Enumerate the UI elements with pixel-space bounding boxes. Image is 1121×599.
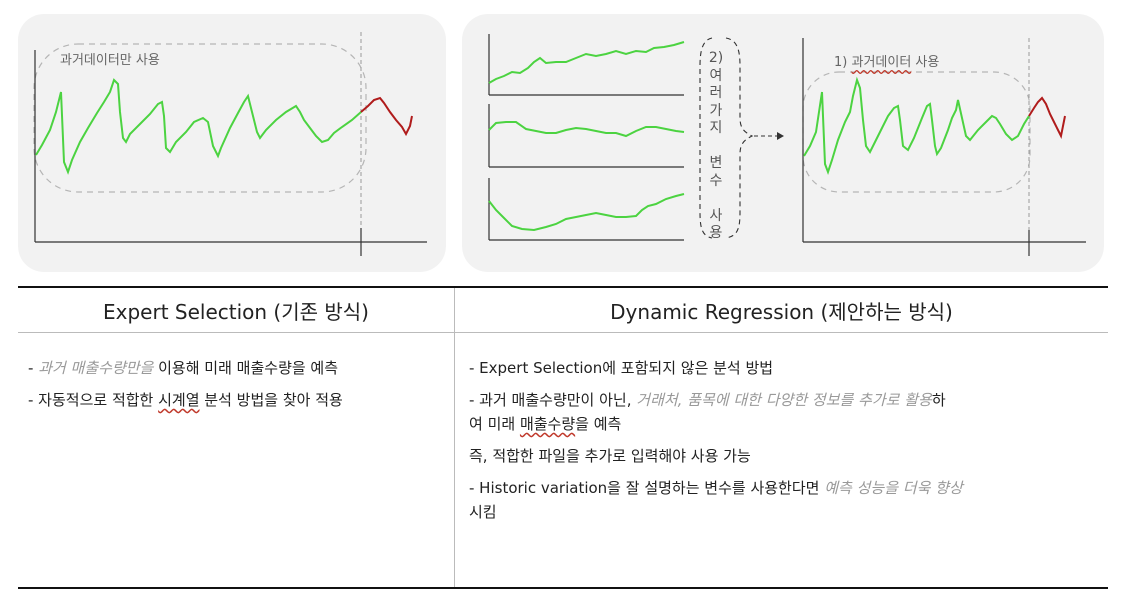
vertical-char: 수 bbox=[709, 172, 723, 189]
expert-selection-header: Expert Selection (기존 방식) bbox=[18, 286, 455, 333]
item-underlined: 매출수량 bbox=[519, 415, 576, 433]
expert-selection-cell: - 과거 매출수량만을 이용해 미래 매출수량을 예측 - 자동적으로 적합한 … bbox=[18, 332, 455, 589]
list-item: - 과거 매출수량만을 이용해 미래 매출수량을 예측 bbox=[28, 356, 454, 380]
left-history-line bbox=[35, 78, 362, 175]
comparison-table: Expert Selection (기존 방식) Dynamic Regress… bbox=[18, 286, 1108, 589]
left-forecast-line bbox=[360, 96, 413, 137]
list-item: - 과거 매출수량만이 아닌, 거래처, 품목에 대한 다양한 정보를 추가로 … bbox=[469, 388, 1098, 436]
item-text: 이용해 미래 매출수량을 예측 bbox=[153, 359, 339, 377]
vertical-char: 가 bbox=[709, 102, 723, 119]
item-emphasis: 거래처, 품목에 대한 다양한 정보를 추가로 활용 bbox=[636, 391, 932, 409]
list-item: 즉, 적합한 파일을 추가로 입력해야 사용 가능 bbox=[469, 444, 1098, 468]
vertical-char: 2) bbox=[708, 50, 724, 66]
right-label-prefix: 1) bbox=[834, 55, 852, 70]
item-text: 하 bbox=[931, 391, 946, 409]
vertical-char: 러 bbox=[709, 85, 723, 101]
var1-line bbox=[488, 41, 685, 84]
vertical-char: 여 bbox=[709, 67, 723, 84]
comparison-header-row: Expert Selection (기존 방식) Dynamic Regress… bbox=[18, 286, 1108, 333]
left-brace bbox=[725, 37, 754, 239]
item-emphasis: 예측 성능을 더욱 향상 bbox=[824, 479, 963, 497]
var3-line bbox=[488, 193, 685, 232]
vertical-char: 사 bbox=[709, 207, 723, 224]
vertical-char bbox=[706, 138, 726, 156]
item-underlined: 시계열 bbox=[158, 391, 200, 409]
vertical-char: 변 bbox=[709, 155, 723, 171]
arrow-head-icon bbox=[777, 132, 784, 140]
vertical-label: 2) 여 러 가 지 변 수 사 용 bbox=[706, 50, 726, 243]
item-text: 시킴 bbox=[469, 503, 497, 521]
item-text: - Historic variation을 잘 설명하는 변수를 사용한다면 bbox=[469, 479, 825, 497]
list-item: - Expert Selection에 포함되지 않은 분석 방법 bbox=[469, 356, 1098, 380]
right-brace bbox=[699, 37, 713, 239]
item-text: 을 예측 bbox=[575, 415, 622, 433]
item-text: 즉, 적합한 파일을 추가로 입력해야 사용 가능 bbox=[469, 447, 751, 465]
item-text: - Expert Selection에 포함되지 않은 분석 방법 bbox=[469, 359, 774, 377]
dynamic-regression-header: Dynamic Regression (제안하는 방식) bbox=[454, 286, 1108, 333]
list-item: - 자동적으로 적합한 시계열 분석 방법을 찾아 적용 bbox=[28, 388, 454, 412]
right-label-suffix: 사용 bbox=[911, 55, 940, 70]
item-text: 분석 방법을 찾아 적용 bbox=[199, 391, 343, 409]
expert-selection-list: - 과거 매출수량만을 이용해 미래 매출수량을 예측 - 자동적으로 적합한 … bbox=[18, 333, 454, 412]
right-forecast-line bbox=[1028, 96, 1066, 140]
item-text: 여 미래 bbox=[469, 415, 520, 433]
dynamic-regression-list: - Expert Selection에 포함되지 않은 분석 방법 - 과거 매… bbox=[455, 333, 1108, 524]
item-text: - 과거 매출수량만이 아닌, bbox=[469, 391, 637, 409]
left-history-outline bbox=[33, 43, 367, 193]
item-prefix: - 자동적으로 적합한 bbox=[28, 391, 159, 409]
vertical-char: 지 bbox=[709, 120, 723, 136]
right-diagram-panel bbox=[462, 14, 1104, 272]
diagram-graphics bbox=[33, 32, 1086, 256]
right-history-line bbox=[803, 76, 1030, 175]
list-item: - Historic variation을 잘 설명하는 변수를 사용한다면 예… bbox=[469, 476, 1098, 524]
item-prefix: - bbox=[28, 359, 39, 377]
right-label-underlined: 과거데이터 bbox=[851, 55, 912, 70]
comparison-body-row: - 과거 매출수량만을 이용해 미래 매출수량을 예측 - 자동적으로 적합한 … bbox=[18, 332, 1108, 589]
var2-line bbox=[488, 121, 685, 138]
vertical-char: 용 bbox=[709, 225, 723, 241]
dynamic-regression-cell: - Expert Selection에 포함되지 않은 분석 방법 - 과거 매… bbox=[454, 332, 1108, 589]
vertical-char bbox=[706, 190, 726, 208]
item-emphasis: 과거 매출수량만을 bbox=[38, 359, 154, 377]
right-diagram-label: 1) 과거데이터 사용 bbox=[834, 51, 939, 70]
left-diagram-label: 과거데이터만 사용 bbox=[60, 53, 160, 68]
left-diagram-panel bbox=[18, 14, 446, 272]
